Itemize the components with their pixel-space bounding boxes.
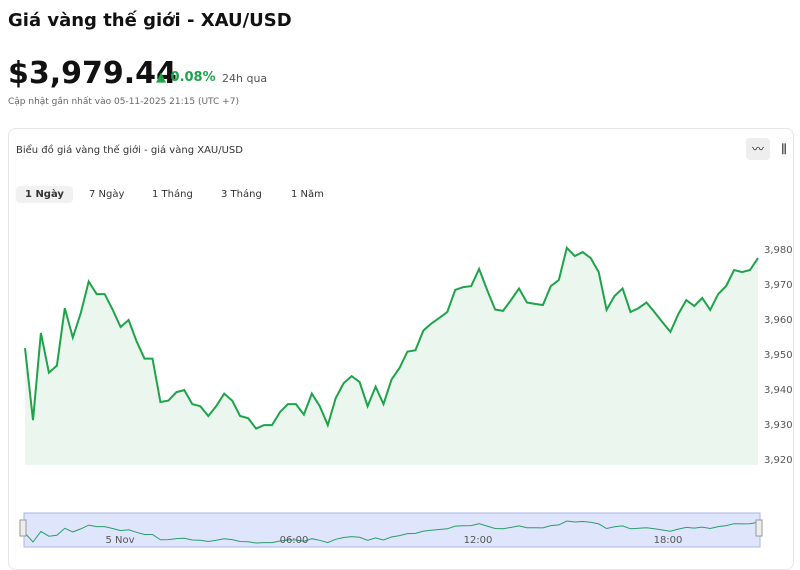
candle-toggle[interactable]: ⫼ [781, 142, 787, 156]
y-tick-label: 3,970 [764, 280, 793, 291]
y-tick-label: 3,950 [764, 350, 793, 361]
y-tick-label: 3,940 [764, 385, 793, 396]
area-fill [25, 247, 758, 465]
updated: Cập nhật gần nhất vào 05-11-2025 21:15 (… [8, 97, 239, 107]
change-value: 0.08% [170, 70, 216, 85]
card-title: Biểu đồ giá vàng thế giới - giá vàng XAU… [16, 145, 243, 156]
navigator-label: 12:00 [464, 535, 493, 546]
price: $3,979.44 [8, 56, 177, 91]
navigator-line [24, 520, 759, 544]
period: 24h qua [222, 72, 268, 85]
y-tick-label: 3,920 [764, 455, 793, 466]
change: ▲ 0.08% [156, 70, 216, 85]
price-line [24, 245, 759, 430]
navigator-handle[interactable] [19, 519, 27, 537]
y-tick-label: 3,930 [764, 420, 793, 431]
range-tab[interactable]: 1 Ngày [16, 186, 73, 203]
range-tab[interactable]: 7 Ngày [89, 189, 125, 200]
title: Giá vàng thế giới - XAU/USD [8, 10, 292, 31]
line-toggle[interactable]: 〰 [746, 138, 770, 160]
page: Giá vàng thế giới - XAU/USD $3,979.44 ▲ … [8, 10, 794, 570]
range-tab[interactable]: 1 Tháng [152, 189, 193, 200]
y-tick-label: 3,960 [764, 315, 793, 326]
navigator-handle[interactable] [755, 519, 763, 537]
navigator-label: 5 Nov [105, 535, 134, 546]
navigator-label: 18:00 [654, 535, 683, 546]
chart: 3,920 3,930 3,940 3,950 3,960 3,970 3,980 5 Nov… [19, 245, 793, 548]
navigator-label: 06:00 [280, 535, 309, 546]
range-tab[interactable]: 1 Năm [291, 189, 324, 200]
range-tab[interactable]: 3 Tháng [221, 189, 262, 200]
y-tick-label: 3,980 [764, 245, 793, 256]
